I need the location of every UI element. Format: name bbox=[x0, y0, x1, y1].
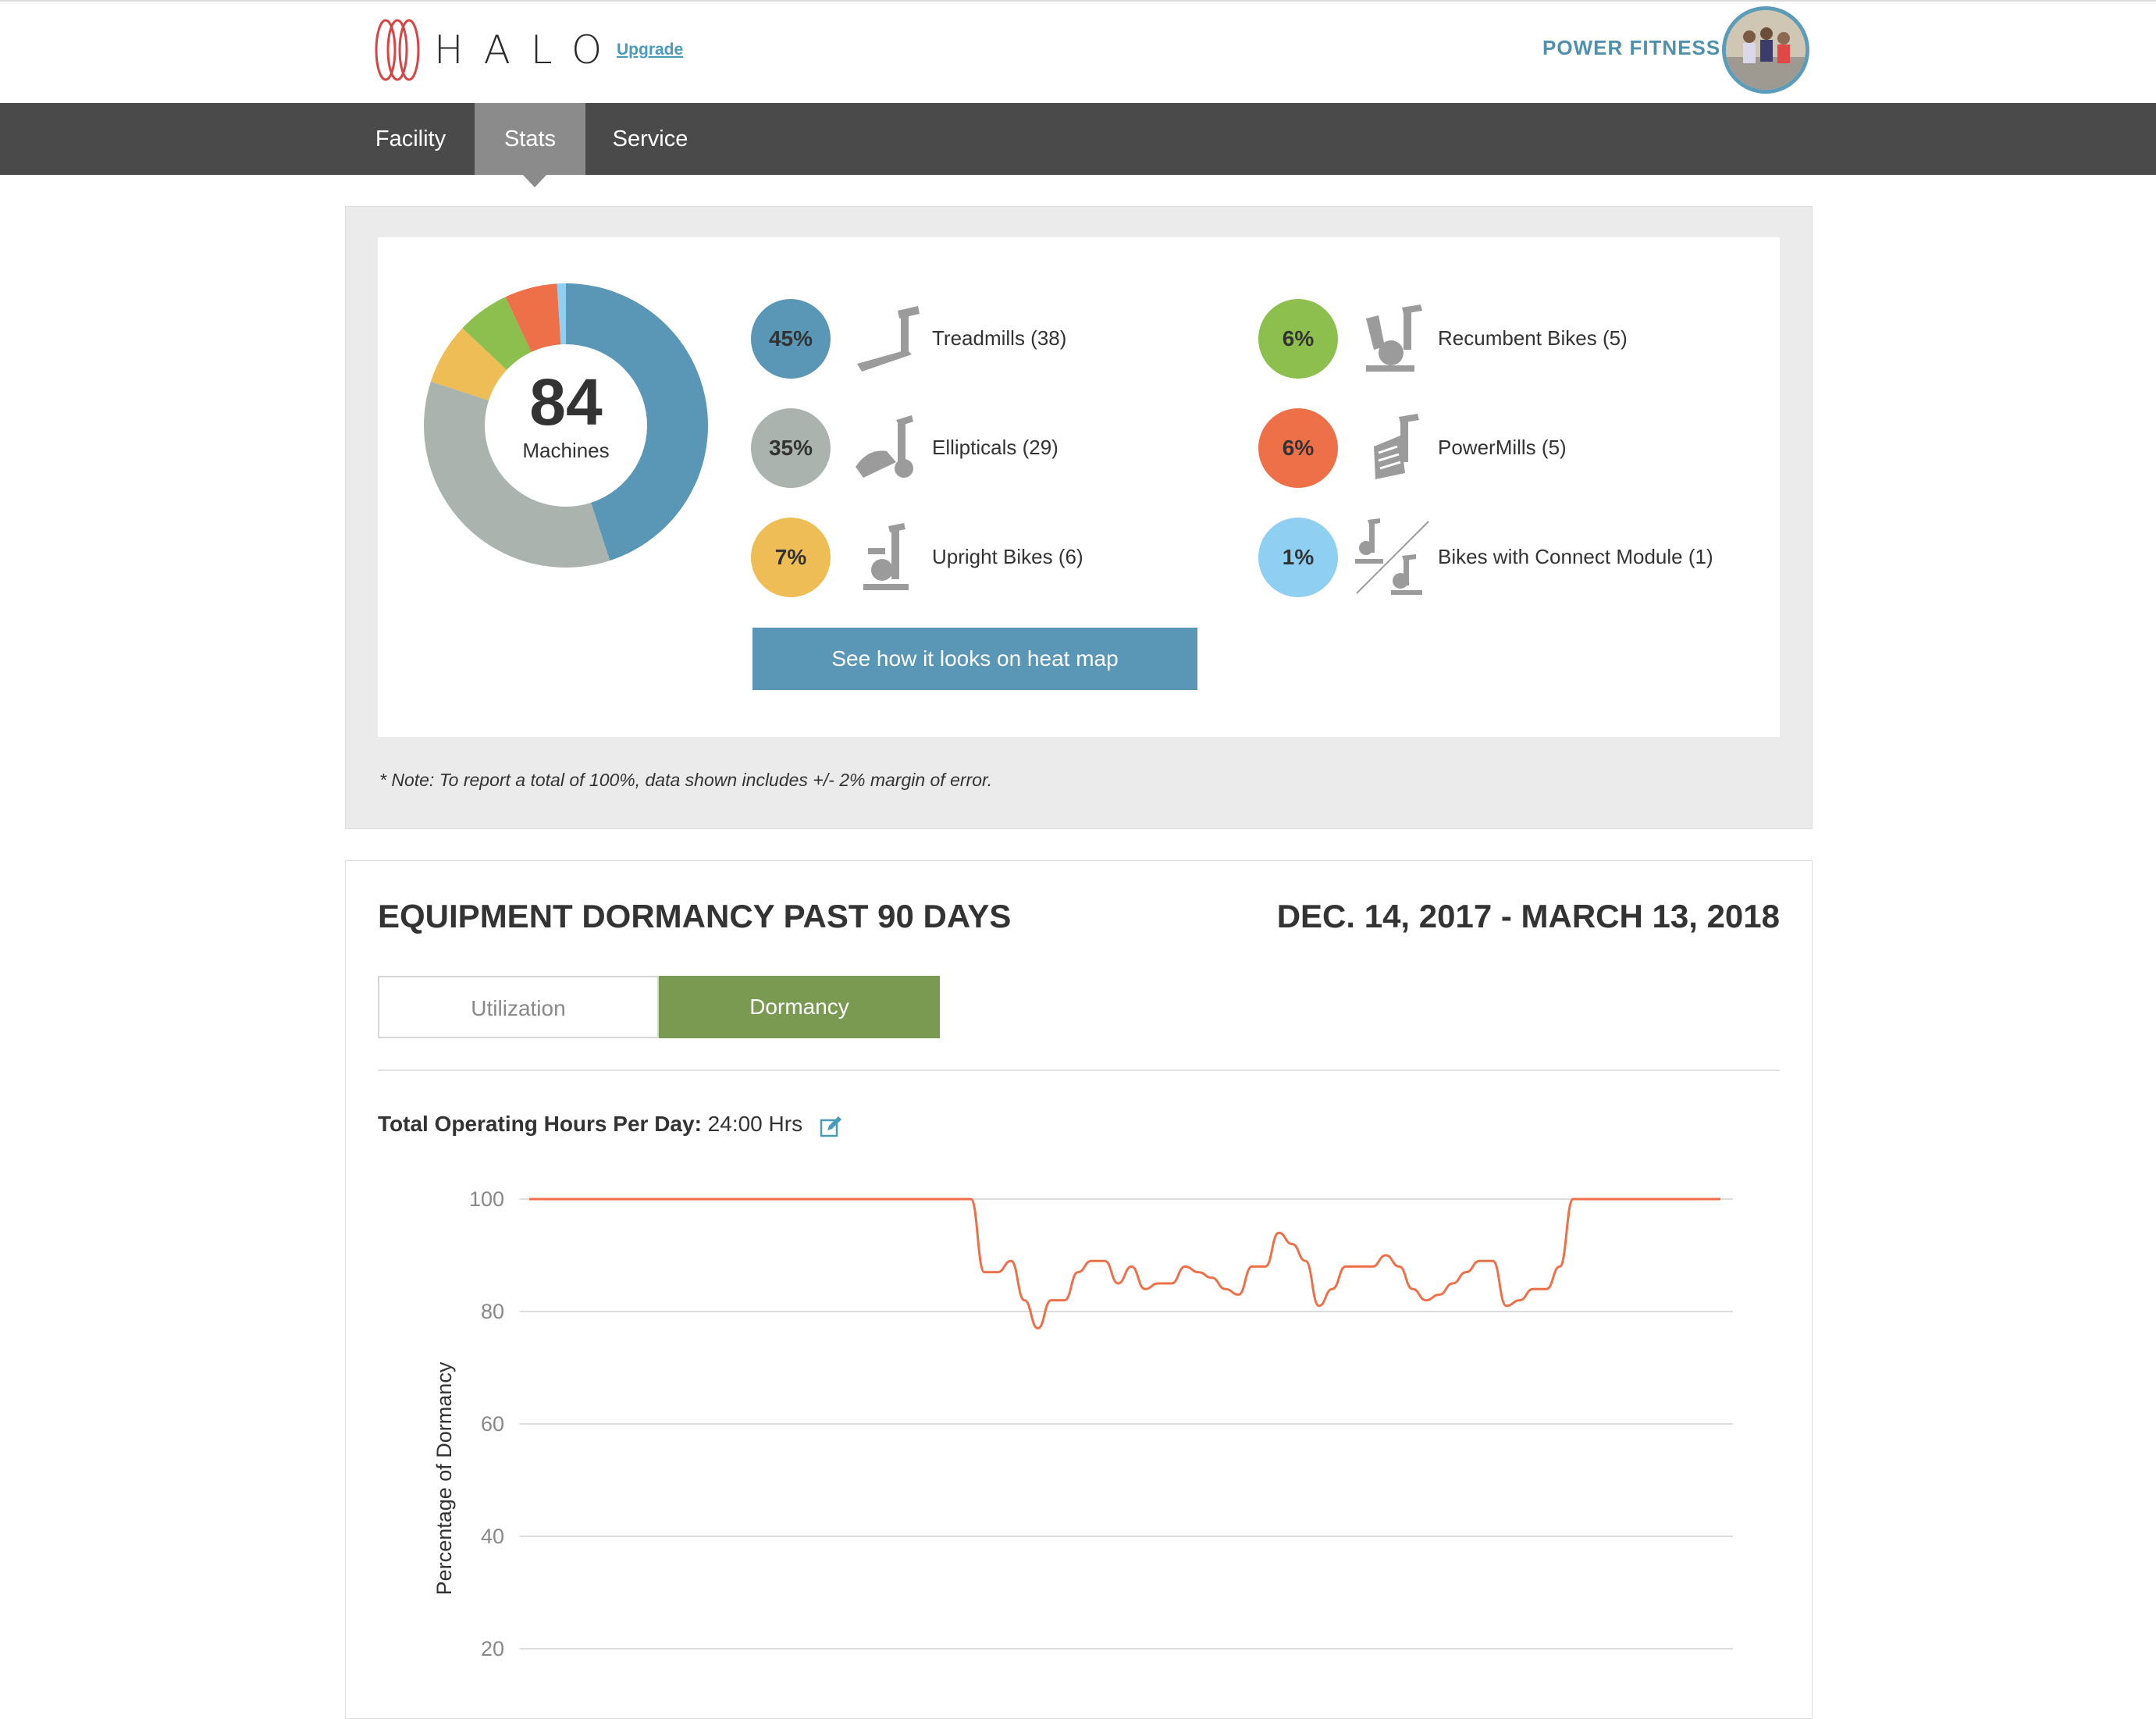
tab-utilization[interactable]: Utilization bbox=[378, 976, 659, 1038]
y-tick-label: 80 bbox=[481, 1300, 504, 1323]
powermills-percent: 6% bbox=[1258, 408, 1338, 488]
top-header bbox=[0, 0, 2156, 103]
operating-hours: Total Operating Hours Per Day: 24:00 Hrs bbox=[378, 1112, 802, 1137]
elliptical-icon bbox=[856, 415, 913, 478]
recumbent-bikes-label: Recumbent Bikes (5) bbox=[1438, 326, 1628, 350]
donut-slice bbox=[505, 283, 561, 352]
halo-logo-icon bbox=[375, 19, 420, 81]
connect-bikes-percent: 1% bbox=[1258, 518, 1338, 597]
donut-slice bbox=[557, 283, 566, 345]
connect-module-bike-icon bbox=[1355, 518, 1429, 595]
y-axis-label: Percentage of Dormancy bbox=[432, 1361, 456, 1595]
upright-bike-icon bbox=[863, 523, 909, 590]
donut-slice bbox=[462, 297, 532, 370]
total-machines-count: 84 bbox=[529, 365, 603, 439]
donut-slice bbox=[430, 328, 507, 400]
tab-dormancy[interactable]: Dormancy bbox=[659, 976, 940, 1038]
treadmills-percent: 45% bbox=[751, 299, 831, 379]
dormancy-line-chart: 100 80 60 40 20 Percentage of Dormancy bbox=[432, 1187, 1733, 1660]
nav-tab-service[interactable]: Service bbox=[612, 126, 688, 151]
ellipticals-percent: 35% bbox=[751, 408, 831, 488]
powermills-label: PowerMills (5) bbox=[1438, 436, 1567, 459]
recumbent-bikes-percent: 6% bbox=[1258, 299, 1338, 379]
connect-bikes-label: Bikes with Connect Module (1) bbox=[1438, 545, 1713, 568]
donut-slice bbox=[424, 381, 610, 568]
edit-hours-icon[interactable] bbox=[820, 1115, 843, 1138]
logo-text: HALO bbox=[434, 27, 623, 73]
y-tick-label: 100 bbox=[469, 1187, 504, 1211]
treadmills-label: Treadmills (38) bbox=[932, 326, 1067, 350]
upright-bikes-label: Upright Bikes (6) bbox=[932, 545, 1083, 568]
donut-slice bbox=[566, 283, 708, 561]
y-tick-label: 40 bbox=[481, 1525, 504, 1548]
heat-map-button[interactable]: See how it looks on heat map bbox=[752, 628, 1197, 690]
nav-tab-stats[interactable]: Stats bbox=[475, 103, 585, 175]
nav-tab-facility[interactable]: Facility bbox=[375, 126, 446, 151]
y-tick-label: 20 bbox=[481, 1637, 504, 1660]
ellipticals-label: Ellipticals (29) bbox=[932, 436, 1058, 459]
y-tick-label: 60 bbox=[481, 1412, 504, 1436]
runners-photo-icon bbox=[1726, 10, 1806, 90]
active-tab-caret bbox=[521, 173, 548, 187]
equipment-donut-chart bbox=[424, 283, 708, 568]
operating-hours-label: Total Operating Hours Per Day: bbox=[378, 1112, 702, 1136]
main-nav: Facility Stats Service bbox=[0, 103, 2156, 175]
operating-hours-value: 24:00 Hrs bbox=[707, 1112, 803, 1136]
margin-of-error-note: * Note: To report a total of 100%, data … bbox=[379, 770, 993, 790]
dormancy-title: EQUIPMENT DORMANCY PAST 90 DAYS bbox=[378, 898, 1012, 934]
recumbent-bike-icon bbox=[1366, 304, 1422, 372]
total-machines-label: Machines bbox=[522, 439, 610, 462]
powermill-icon bbox=[1374, 414, 1419, 479]
date-range: DEC. 14, 2017 - MARCH 13, 2018 bbox=[1276, 898, 1780, 934]
facility-name: POWER FITNESS bbox=[1542, 36, 1721, 59]
upgrade-link[interactable]: Upgrade bbox=[617, 41, 684, 59]
dormancy-series-line bbox=[529, 1198, 1720, 1330]
upright-bikes-percent: 7% bbox=[751, 518, 831, 597]
treadmill-icon bbox=[857, 306, 920, 372]
section-divider bbox=[378, 1069, 1780, 1071]
facility-avatar[interactable] bbox=[1722, 6, 1809, 94]
